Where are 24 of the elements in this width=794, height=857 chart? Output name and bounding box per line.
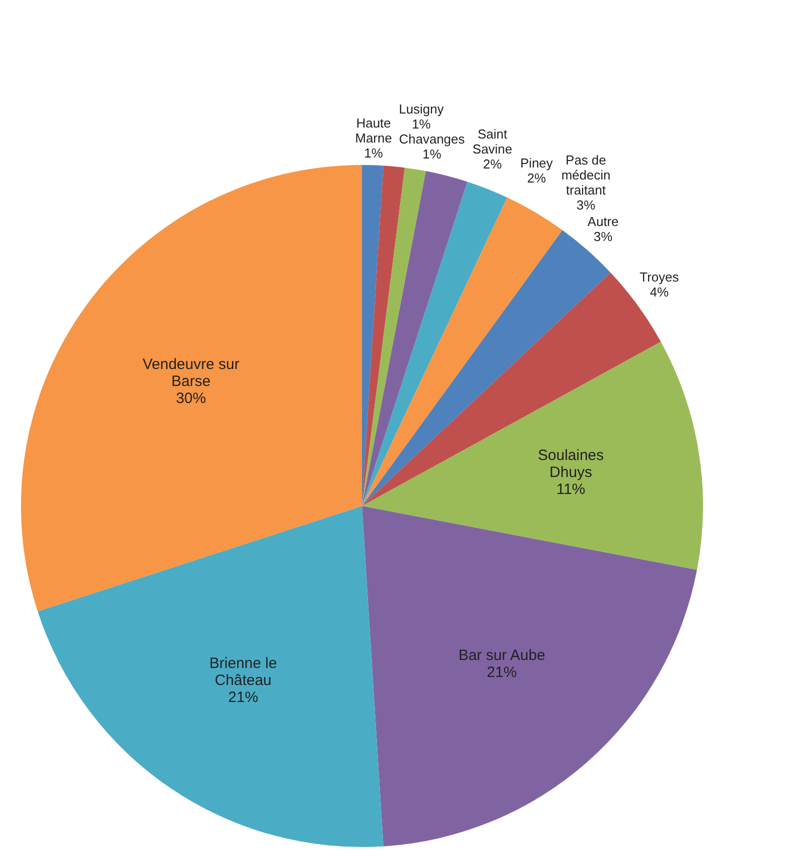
data-label: 11% [556, 481, 586, 498]
slice-label: Pas de médecin traitant [561, 152, 610, 198]
data-label: 3% [576, 197, 596, 212]
data-label: 3% [594, 229, 613, 244]
data-label: 21% [228, 689, 258, 706]
slice-label: Soulaines Dhuys [538, 447, 604, 482]
slice-label: Brienne le Château [209, 655, 277, 689]
slice-label: Vendeuvre sur Barse [142, 356, 240, 390]
data-label: 2% [527, 170, 546, 186]
slice-label: Haute Marne [355, 115, 392, 146]
slice-label: Troyes [640, 269, 680, 284]
data-label: 1% [364, 145, 384, 160]
data-label: 1% [422, 146, 442, 162]
slice-label: Bar sur Aube [458, 647, 546, 664]
data-label: 2% [482, 156, 502, 172]
slice-label: Saint Savine [472, 126, 512, 157]
slice-label: Chavanges [398, 132, 466, 147]
slice-label: Piney [520, 155, 554, 170]
data-label: 30% [176, 390, 206, 407]
slice-label: Autre [588, 214, 619, 230]
slice-label: Lusigny [398, 102, 444, 117]
data-label: 4% [650, 284, 670, 300]
data-label: 1% [412, 116, 432, 132]
data-label: 21% [486, 664, 517, 682]
